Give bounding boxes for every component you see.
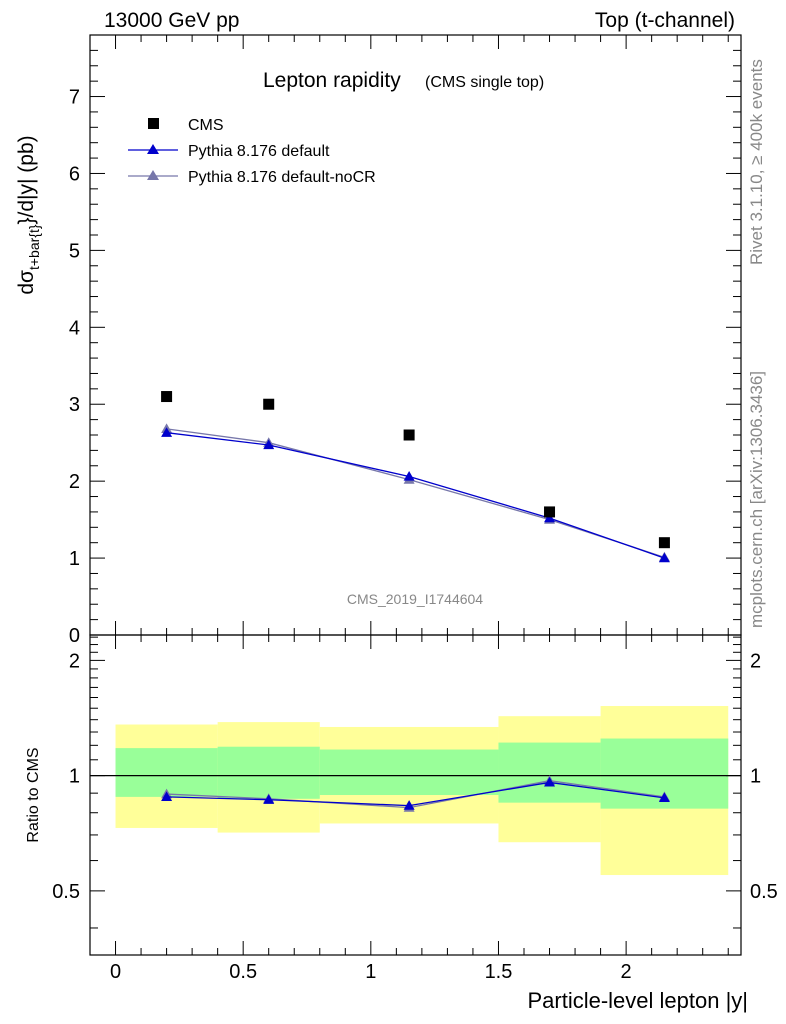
y-tick-label-0: 0: [69, 625, 80, 647]
ratio-0-marker-0: [161, 791, 173, 802]
ratio-y-tick-label-left-2: 2: [69, 650, 80, 672]
mcplots-label: mcplots.cern.ch [arXiv:1306.3436]: [747, 371, 766, 628]
y-tick-label-2: 2: [69, 471, 80, 493]
series-line-1: [166, 432, 665, 559]
y-tick-label-4: 4: [69, 317, 80, 339]
energy-label: 13000 GeV pp: [104, 9, 239, 32]
x-tick-label-1: 0.5: [229, 961, 257, 983]
ratio-y-axis-label: Ratio to CMS: [25, 747, 42, 842]
inner-band-3: [498, 742, 601, 803]
ratio-y-tick-label-right-1: 1: [750, 766, 761, 788]
cms-point-1: [263, 398, 275, 410]
x-tick-label-0: 0: [110, 961, 121, 983]
process-label: Top (t-channel): [595, 9, 735, 32]
x-tick-label-2: 1: [365, 961, 376, 983]
legend-marker-nocr: [147, 170, 159, 180]
inner-band-1: [217, 746, 320, 799]
y-axis-label-post: }/d|y| (pb): [15, 135, 38, 224]
analysis-watermark: CMS_2019_I1744604: [347, 591, 483, 607]
ratio-y-tick-label-right-0: 0.5: [750, 881, 778, 903]
legend-marker-default: [147, 144, 159, 154]
y-axis-label-sub: t+bar{t}: [26, 224, 42, 270]
y-axis-label: dσt+bar{t}}/d|y| (pb): [15, 135, 42, 294]
series-1-marker-1: [263, 439, 275, 450]
inner-band-2: [319, 749, 499, 796]
main-panel-axes: 0 1 2 3 4 5 6 7: [69, 35, 741, 647]
legend-label-nocr: Pythia 8.176 default-noCR: [188, 169, 376, 186]
y-tick-label-7: 7: [69, 87, 80, 109]
cms-point-4: [658, 537, 670, 549]
ratio-0-marker-4: [658, 792, 670, 802]
y-axis-label-pre: dσ: [15, 270, 38, 295]
ratio-y-tick-label-left-1: 1: [69, 766, 80, 788]
ratio-y-tick-label-right-2: 2: [750, 650, 761, 672]
x-tick-label-4: 2: [621, 961, 632, 983]
main-panel: 0 1 2 3 4 5 6 7 Lepton rapidity (CMS single top…: [15, 34, 742, 647]
series-line-2: [166, 428, 665, 558]
y-tick-label-3: 3: [69, 394, 80, 416]
ratio-panel-frame: [89, 634, 742, 956]
legend: CMS Pythia 8.176 default Pythia 8.176 de…: [128, 117, 376, 186]
ratio-0-marker-1: [263, 794, 275, 804]
legend-label-cms: CMS: [188, 117, 224, 134]
ratio-y-tick-label-left-0: 0.5: [52, 881, 80, 903]
cms-point-2: [403, 429, 415, 441]
ratio-panel: 0.5 0.5 1 1 2 2 0 0.5 1 1.5 2 Ratio to CMS Particl…: [25, 634, 778, 1013]
ratio-panel-axes: 0.5 0.5 1 1 2 2 0 0.5 1 1.5 2: [52, 635, 778, 983]
main-panel-content: [161, 391, 670, 563]
ratio-0-marker-2: [403, 800, 415, 810]
y-tick-label-5: 5: [69, 240, 80, 262]
y-tick-label-6: 6: [69, 163, 80, 185]
series-1-marker-2: [403, 471, 415, 481]
legend-label-default: Pythia 8.176 default: [188, 143, 330, 160]
chart-title: Lepton rapidity: [263, 69, 401, 92]
x-axis-label: Particle-level lepton |y|: [527, 988, 748, 1013]
y-tick-label-1: 1: [69, 548, 80, 570]
ratio-panel-content: [90, 706, 741, 876]
rivet-label: Rivet 3.1.10, ≥ 400k events: [747, 59, 766, 265]
ratio-0-marker-3: [544, 776, 556, 787]
chart-subtitle: (CMS single top): [425, 74, 544, 91]
series-1-marker-4: [658, 552, 670, 563]
cms-point-3: [544, 506, 556, 518]
series-1-marker-0: [161, 427, 173, 437]
x-tick-label-3: 1.5: [485, 961, 513, 983]
cms-point-0: [161, 391, 173, 403]
legend-marker-cms: [148, 118, 159, 129]
svg-text:dσt+bar{t}}/d|y| (pb): dσt+bar{t}}/d|y| (pb): [15, 135, 42, 294]
